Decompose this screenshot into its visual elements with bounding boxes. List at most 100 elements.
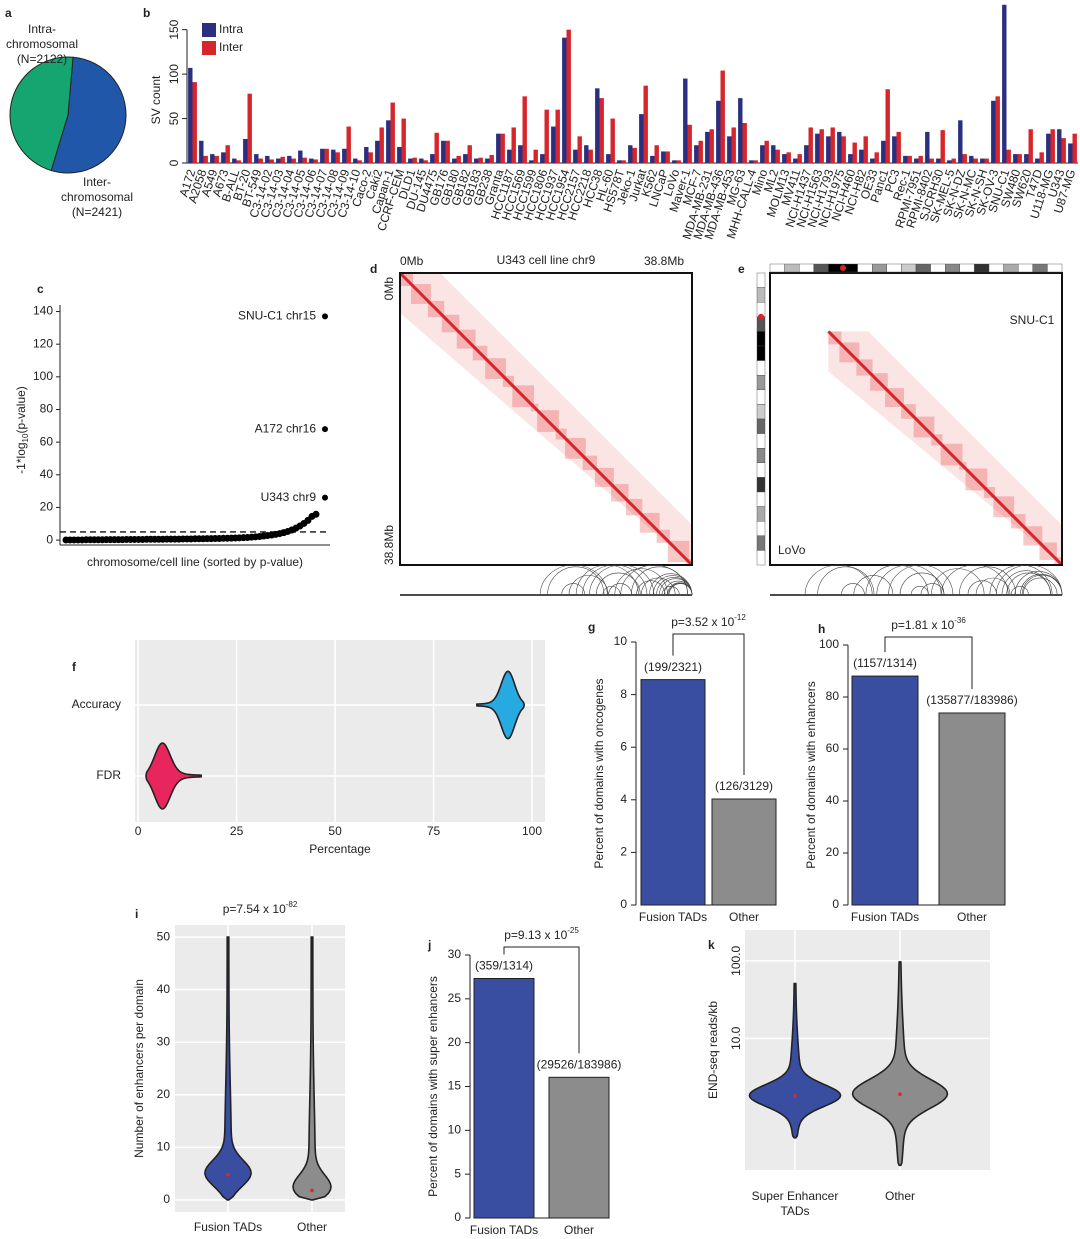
bar [445, 140, 450, 163]
bar [551, 126, 556, 163]
legend-label: Inter [219, 40, 243, 54]
bar [973, 158, 978, 163]
bar [474, 158, 479, 163]
value-label: (199/2321) [644, 660, 702, 674]
bar [1050, 129, 1055, 163]
value-label: (135877/183986) [926, 693, 1017, 707]
bar [819, 129, 824, 163]
bar [782, 154, 787, 163]
bar [969, 155, 974, 163]
pie-label: chromosomal [61, 190, 133, 204]
y-tick-label: 100 [33, 369, 53, 383]
bar [938, 712, 1006, 906]
x-tick-label: Fusion TADs [851, 910, 919, 924]
arc [561, 583, 586, 596]
bar [309, 158, 314, 163]
y-axis-label: Percent of domains with super enhancers [426, 976, 440, 1197]
bar [892, 136, 897, 163]
x-tick-label: Fusion TADs [639, 910, 707, 924]
bar [617, 160, 622, 163]
arc [967, 580, 997, 596]
bar [711, 798, 777, 906]
ideogram-band [1047, 263, 1063, 273]
bar [841, 136, 846, 163]
y-tick-label: 5 [454, 1166, 461, 1180]
ideogram-band [756, 418, 766, 434]
bar [940, 130, 945, 163]
arc [614, 568, 668, 596]
y-axis-label: -1*log10(p-value) [14, 386, 30, 474]
y-tick-label: 50 [167, 112, 181, 126]
bar [192, 82, 197, 163]
bar [210, 154, 215, 163]
bar [236, 160, 241, 163]
plot-bg [745, 930, 990, 1170]
y-tick-label: 30 [448, 947, 462, 961]
panel-letter: a [5, 6, 12, 20]
bar [749, 160, 754, 163]
y-tick-label: 50 [157, 929, 171, 943]
bar [364, 147, 369, 163]
arc [841, 583, 865, 596]
bar [320, 148, 325, 163]
ideogram-band [756, 345, 766, 361]
diagonal [827, 330, 1064, 567]
legend-swatch [202, 23, 216, 37]
centromere [758, 313, 764, 320]
y-tick-label: 20 [40, 500, 54, 514]
mean-point [898, 1092, 902, 1097]
arc [899, 572, 945, 596]
bar [265, 155, 270, 163]
heatmap-frame [399, 272, 693, 566]
bar [1028, 129, 1033, 163]
arc [568, 575, 609, 596]
y-axis-label: Percent of domains with enhancers [804, 681, 818, 868]
arc [659, 578, 693, 596]
p-value: p=1.81 x 10-36 [891, 616, 966, 632]
arc [1022, 577, 1058, 596]
y-tick-label: 0 [454, 1210, 461, 1224]
pie-slice [9, 56, 74, 172]
bar [980, 158, 985, 163]
bar [225, 145, 230, 163]
y-tick-label: 30 [157, 1034, 171, 1048]
bar [346, 126, 351, 163]
bar [548, 1076, 610, 1219]
bar [771, 145, 776, 163]
arc [608, 583, 633, 596]
bar [851, 675, 919, 906]
bar [562, 37, 567, 163]
ideogram-band [756, 491, 766, 507]
bar [606, 154, 611, 163]
bar [804, 145, 809, 163]
bar [848, 154, 853, 163]
bar [401, 118, 406, 163]
bar [489, 155, 494, 163]
bar [434, 132, 439, 163]
arc [995, 564, 1063, 596]
violin [748, 982, 842, 1139]
panel-letter: f [72, 660, 77, 674]
bar [1006, 149, 1011, 163]
plot-bg [135, 640, 545, 822]
y-tick-label: 100.0 [729, 945, 743, 975]
y-tick-label: 2 [620, 845, 627, 859]
bar [929, 158, 934, 163]
arc [1020, 573, 1063, 596]
bar [496, 133, 501, 163]
bar [903, 155, 908, 163]
y-label-rest: (p-value) [14, 386, 28, 433]
bar [958, 120, 963, 163]
bar [522, 96, 527, 163]
y-label-sub: 10 [21, 433, 30, 442]
bar [441, 140, 446, 163]
bar [419, 158, 424, 163]
bar [1024, 154, 1029, 163]
bar [720, 70, 725, 163]
category-label: FDR [96, 768, 121, 782]
arc [640, 577, 676, 596]
y-tick-label: 10.0 [729, 1026, 743, 1050]
ideogram-band [756, 521, 766, 537]
bar [951, 158, 956, 163]
bar [390, 102, 395, 163]
